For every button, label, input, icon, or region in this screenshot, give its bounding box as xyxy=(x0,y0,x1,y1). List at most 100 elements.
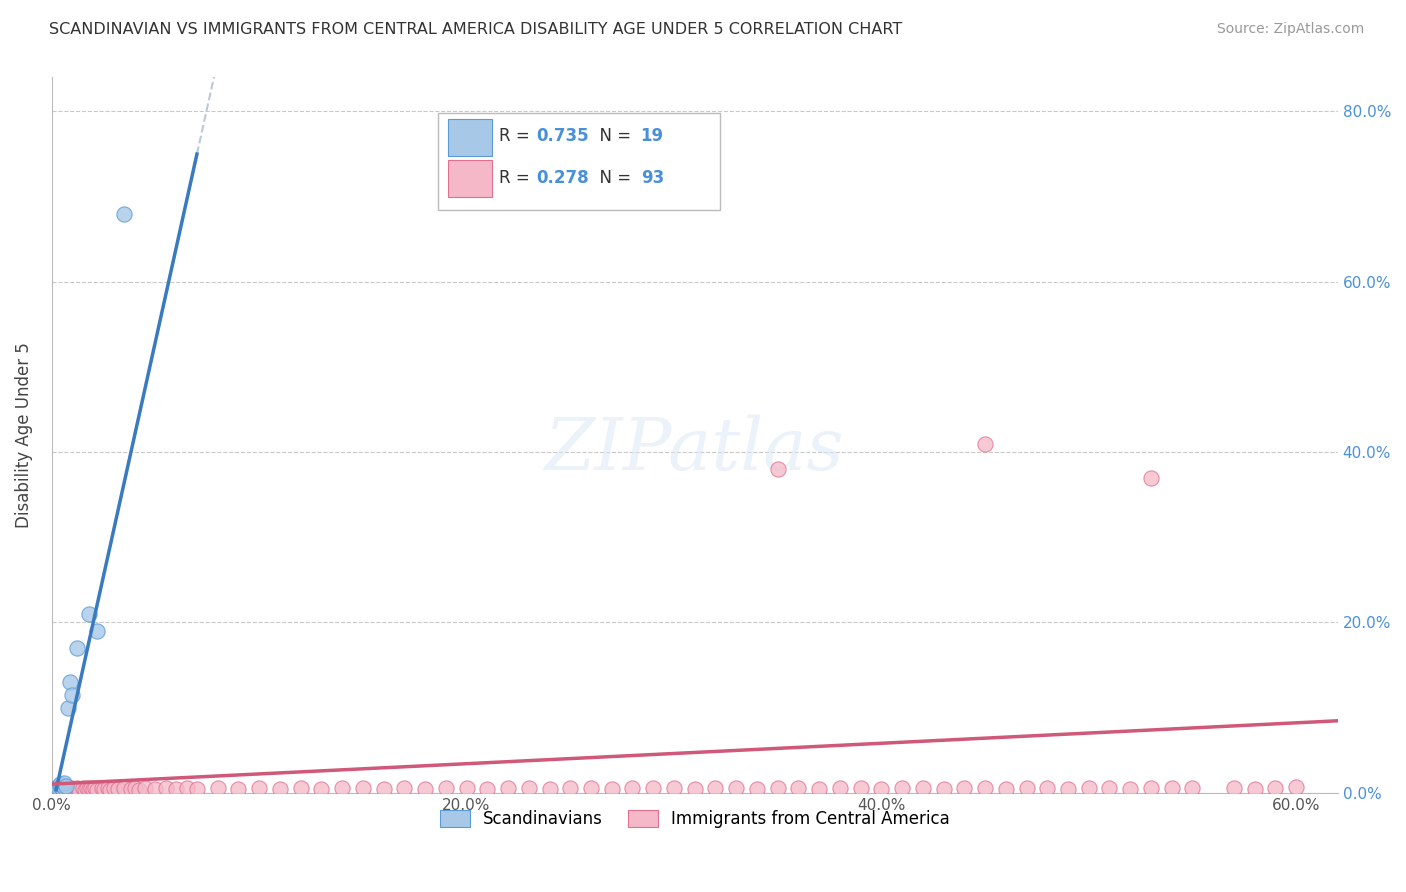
Point xyxy=(82,782,104,797)
Point xyxy=(49,779,72,793)
Point xyxy=(1181,780,1204,795)
Text: 0.735: 0.735 xyxy=(537,127,589,145)
Point xyxy=(1098,781,1121,796)
Point xyxy=(45,780,67,795)
Point xyxy=(1160,781,1182,796)
Point xyxy=(165,782,187,797)
Point xyxy=(1264,780,1286,795)
Point xyxy=(704,780,727,795)
Point xyxy=(1015,780,1038,795)
Point xyxy=(828,780,851,795)
Point xyxy=(103,781,125,796)
Point xyxy=(112,207,135,221)
Point xyxy=(86,783,108,797)
Text: Source: ZipAtlas.com: Source: ZipAtlas.com xyxy=(1216,22,1364,37)
Point xyxy=(643,780,665,795)
Point xyxy=(51,782,73,797)
Point xyxy=(373,782,395,797)
Point xyxy=(53,780,76,794)
Point xyxy=(46,782,69,797)
Point xyxy=(45,783,67,797)
FancyBboxPatch shape xyxy=(447,119,492,156)
Point xyxy=(579,780,602,795)
Text: ZIPatlas: ZIPatlas xyxy=(546,414,845,484)
Point xyxy=(496,781,519,796)
Point xyxy=(974,436,997,450)
Text: 19: 19 xyxy=(641,127,664,145)
FancyBboxPatch shape xyxy=(437,113,720,210)
Point xyxy=(330,780,353,795)
Point xyxy=(77,607,100,621)
Point xyxy=(1036,781,1059,796)
Point xyxy=(911,781,934,796)
Point xyxy=(80,781,103,796)
Point xyxy=(84,780,107,795)
Point xyxy=(311,782,333,797)
Text: N =: N = xyxy=(589,169,637,186)
Point xyxy=(128,783,150,797)
Point xyxy=(994,782,1017,797)
Point xyxy=(51,781,73,796)
Point xyxy=(1243,782,1265,797)
Point xyxy=(49,777,72,791)
Point xyxy=(63,783,86,797)
Point xyxy=(58,700,80,714)
Point xyxy=(55,779,77,793)
Point xyxy=(77,782,100,797)
Point xyxy=(66,640,89,655)
Point xyxy=(120,782,142,797)
Point xyxy=(176,780,198,795)
Point xyxy=(107,782,129,797)
Point xyxy=(53,783,76,797)
Point xyxy=(76,780,98,795)
Text: SCANDINAVIAN VS IMMIGRANTS FROM CENTRAL AMERICA DISABILITY AGE UNDER 5 CORRELATI: SCANDINAVIAN VS IMMIGRANTS FROM CENTRAL … xyxy=(49,22,903,37)
Point xyxy=(51,778,73,792)
Point xyxy=(72,781,94,796)
Point xyxy=(124,781,146,796)
Point xyxy=(55,781,77,796)
Point xyxy=(1140,470,1163,484)
Point xyxy=(600,782,623,797)
Point xyxy=(683,782,706,797)
Point xyxy=(621,781,644,796)
Point xyxy=(456,780,478,795)
Point xyxy=(974,781,997,796)
Point xyxy=(67,782,90,797)
Point xyxy=(46,780,69,794)
Point xyxy=(59,675,82,690)
Point xyxy=(394,780,416,795)
Point xyxy=(62,781,84,796)
Point xyxy=(45,781,67,796)
Point xyxy=(538,782,561,797)
Point xyxy=(112,780,135,795)
Point xyxy=(725,781,748,796)
Point xyxy=(1119,782,1142,797)
Point xyxy=(66,780,89,795)
Point xyxy=(849,781,872,796)
Point xyxy=(932,782,955,797)
Point xyxy=(517,780,540,795)
Point xyxy=(98,783,121,797)
Point xyxy=(662,781,685,796)
Legend: Scandinavians, Immigrants from Central America: Scandinavians, Immigrants from Central A… xyxy=(433,803,956,834)
Point xyxy=(93,782,115,797)
Point xyxy=(207,781,229,796)
Point xyxy=(891,780,914,795)
Text: R =: R = xyxy=(499,127,536,145)
Text: 0.278: 0.278 xyxy=(537,169,589,186)
Point xyxy=(155,781,177,796)
Point xyxy=(1140,780,1163,795)
Point xyxy=(97,780,120,795)
Point xyxy=(745,782,768,797)
Point xyxy=(766,780,789,795)
Y-axis label: Disability Age Under 5: Disability Age Under 5 xyxy=(15,343,32,528)
Point xyxy=(1077,780,1099,795)
Point xyxy=(53,776,76,790)
Point xyxy=(59,782,82,797)
Point xyxy=(434,781,457,796)
Point xyxy=(46,782,69,797)
Point xyxy=(1057,782,1080,797)
Text: N =: N = xyxy=(589,127,637,145)
Text: 93: 93 xyxy=(641,169,664,186)
Point xyxy=(290,781,312,796)
